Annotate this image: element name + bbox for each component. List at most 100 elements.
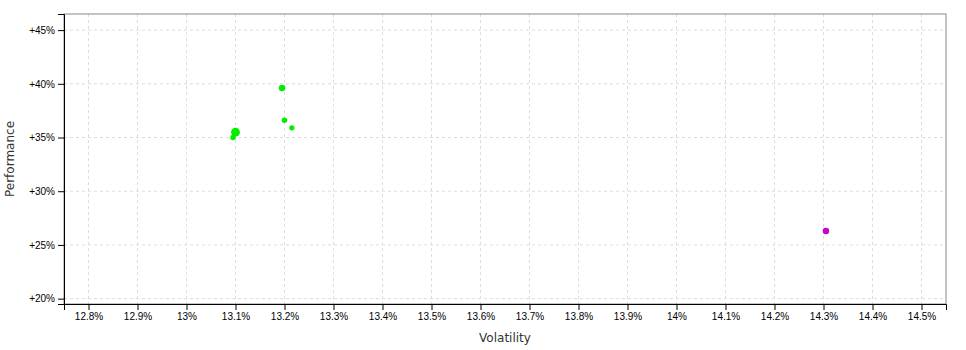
- y-axis-tick-label: +45%: [29, 25, 55, 36]
- grid-line-x: [725, 14, 726, 304]
- y-axis-tick-label: +25%: [29, 240, 55, 251]
- x-axis-tick-mark: [334, 304, 335, 310]
- x-axis-tick-label: 13.9%: [614, 311, 642, 322]
- x-axis-tick: 13.3%: [320, 304, 348, 322]
- x-axis-title: Volatility: [479, 331, 531, 345]
- x-axis-tick-mark: [383, 304, 384, 310]
- x-axis-tick-mark: [824, 304, 825, 310]
- x-axis-tick: 13.9%: [614, 304, 642, 322]
- y-axis: +20% +25% +30% +35% +40% +45%: [29, 15, 64, 305]
- y-axis-tick-mark: [58, 191, 64, 192]
- x-axis-tick-mark: [530, 304, 531, 310]
- x-axis-tick-mark: [187, 304, 188, 310]
- x-axis-tick-label: 14.2%: [761, 311, 789, 322]
- x-axis-tick-mark: [922, 304, 923, 310]
- y-axis-title: Performance: [3, 121, 17, 197]
- x-axis-tick: 14%: [667, 304, 687, 322]
- x-axis-tick-label: 14.4%: [859, 311, 887, 322]
- y-axis-tick-mark: [58, 299, 64, 300]
- grid-line-x: [676, 14, 677, 304]
- y-axis-tick-label: +35%: [29, 132, 55, 143]
- grid-line-x: [774, 14, 775, 304]
- grid-line-x: [921, 14, 922, 304]
- grid-line-y: [64, 83, 946, 84]
- x-axis-tick-mark: [873, 304, 874, 310]
- y-axis-domain: [58, 15, 65, 305]
- x-axis-tick-mark: [138, 304, 139, 310]
- x-axis-tick-label: 12.8%: [75, 311, 103, 322]
- x-axis-tick-label: 13.7%: [516, 311, 544, 322]
- y-axis-tick-label: +20%: [29, 293, 55, 304]
- x-axis-tick: 14.2%: [761, 304, 789, 322]
- x-axis-tick: 13.7%: [516, 304, 544, 322]
- x-axis-tick-mark: [579, 304, 580, 310]
- grid-line-x: [186, 14, 187, 304]
- point: [823, 228, 830, 235]
- grid-line-x: [872, 14, 873, 304]
- x-axis-tick-label: 14.5%: [908, 311, 936, 322]
- x-axis-tick-label: 13.3%: [320, 311, 348, 322]
- x-axis-tick: 13.5%: [418, 304, 446, 322]
- grid-line-y: [64, 298, 946, 299]
- x-axis-tick: 14.4%: [859, 304, 887, 322]
- grid-line-y: [64, 137, 946, 138]
- point: [282, 118, 288, 124]
- grid-line-x: [382, 14, 383, 304]
- plot: 12.8% 12.9% 13% 13.1% 13.2% 13.3% 13.4% 13.5% 13…: [29, 14, 946, 322]
- plot-frame: [64, 14, 946, 304]
- x-axis-tick: 14.5%: [908, 304, 936, 322]
- grid-line-x: [137, 14, 138, 304]
- x-axis-tick-label: 13%: [177, 311, 197, 322]
- x-axis-tick-label: 14.1%: [712, 311, 740, 322]
- point: [279, 85, 286, 92]
- x-axis-tick: 13.1%: [222, 304, 250, 322]
- x-axis-tick: 13.2%: [271, 304, 299, 322]
- x-axis-tick-label: 13.2%: [271, 311, 299, 322]
- x-axis-tick: 14.3%: [810, 304, 838, 322]
- grid-line-y: [64, 244, 946, 245]
- x-axis-tick: 13.6%: [467, 304, 495, 322]
- grid-line-y: [64, 30, 946, 31]
- grid-line-x: [823, 14, 824, 304]
- x-axis-tick-mark: [89, 304, 90, 310]
- grid-line-x: [88, 14, 89, 304]
- grid: [64, 14, 946, 304]
- y-axis-tick-label: +40%: [29, 79, 55, 90]
- x-axis-tick-mark: [726, 304, 727, 310]
- y-axis-tick: +20%: [29, 293, 64, 304]
- x-axis-tick: 13.8%: [565, 304, 593, 322]
- x-axis-tick-label: 13.4%: [369, 311, 397, 322]
- y-axis-tick: +25%: [29, 240, 64, 251]
- grid-line-x: [431, 14, 432, 304]
- grid-line-x: [333, 14, 334, 304]
- y-axis-tick-mark: [58, 30, 64, 31]
- grid-line-y: [64, 191, 946, 192]
- x-axis-tick-mark: [236, 304, 237, 310]
- grid-line-x: [627, 14, 628, 304]
- x-axis-tick: 13.4%: [369, 304, 397, 322]
- x-axis-tick-label: 14.3%: [810, 311, 838, 322]
- x-axis-tick: 14.1%: [712, 304, 740, 322]
- x-axis-tick-mark: [628, 304, 629, 310]
- x-axis-tick-label: 13.5%: [418, 311, 446, 322]
- x-axis-tick-mark: [775, 304, 776, 310]
- x-axis-tick-mark: [285, 304, 286, 310]
- x-axis-tick-mark: [481, 304, 482, 310]
- y-axis-tick: +40%: [29, 79, 64, 90]
- point: [230, 135, 236, 141]
- x-axis-tick-label: 13.1%: [222, 311, 250, 322]
- y-axis-tick: +30%: [29, 186, 64, 197]
- x-axis-tick-label: 13.8%: [565, 311, 593, 322]
- x-axis: 12.8% 12.9% 13% 13.1% 13.2% 13.3% 13.4% 13.5% 13…: [65, 304, 947, 322]
- x-axis-tick-label: 14%: [667, 311, 687, 322]
- x-axis-tick: 12.9%: [124, 304, 152, 322]
- x-axis-tick: 12.8%: [75, 304, 103, 322]
- grid-line-x: [578, 14, 579, 304]
- points: [230, 85, 829, 234]
- point: [289, 125, 294, 130]
- x-axis-tick-label: 13.6%: [467, 311, 495, 322]
- grid-line-x: [529, 14, 530, 304]
- x-axis-tick-label: 12.9%: [124, 311, 152, 322]
- y-axis-tick: +45%: [29, 25, 64, 36]
- x-axis-domain: [65, 305, 947, 311]
